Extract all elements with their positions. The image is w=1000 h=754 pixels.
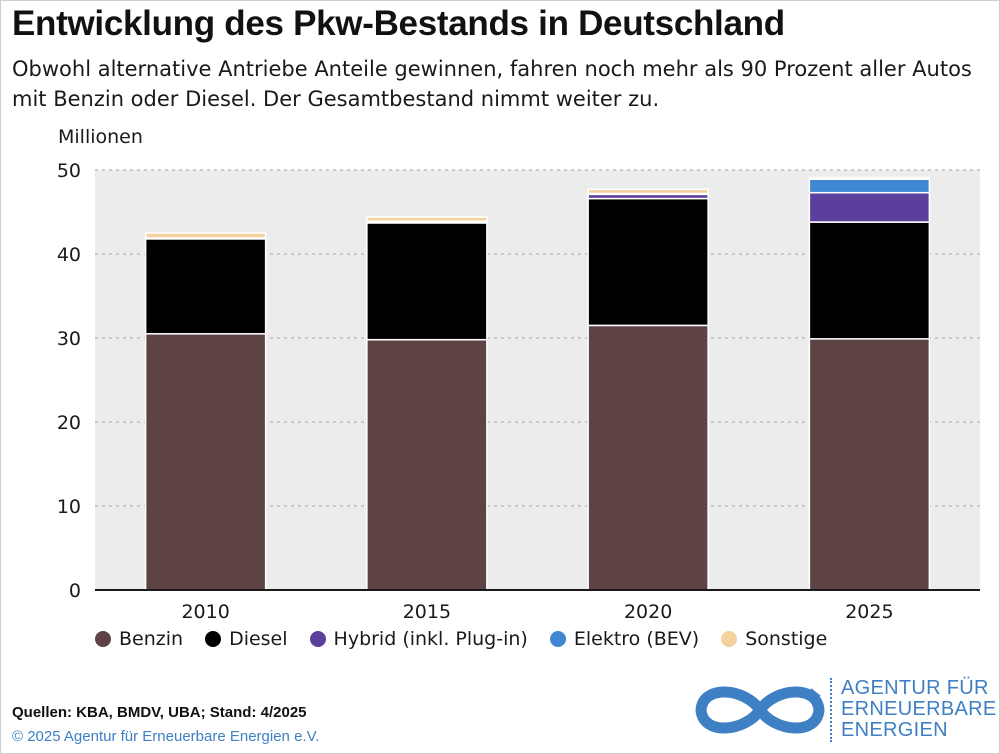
legend-swatch-icon [205, 631, 222, 647]
legend-label: Diesel [229, 628, 288, 650]
bar-segment-diesel-2010 [144, 238, 267, 335]
bar-segment-elektro-2025 [808, 178, 931, 194]
legend-swatch-icon [549, 631, 566, 647]
copyright-note: © 2025 Agentur für Erneuerbare Energien … [12, 728, 320, 745]
chart-subtitle: Obwohl alternative Antriebe Anteile gewi… [12, 57, 972, 111]
legend-item: Sonstige [721, 628, 827, 650]
infinity-logo-icon [695, 686, 825, 734]
chart-legend: Benzin Diesel Hybrid (inkl. Plug-in) Elektr… [95, 628, 849, 650]
x-tick-label: 2010 [181, 601, 229, 623]
legend-item: Diesel [205, 628, 288, 650]
bar-segment-sonstige-2020 [587, 188, 709, 195]
legend-item: Hybrid (inkl. Plug-in) [309, 628, 528, 650]
chart-title: Entwicklung des Pkw-Bestands in Deutschl… [12, 4, 785, 43]
legend-swatch-icon [309, 631, 326, 647]
bar-segment-benzin-2015 [366, 338, 488, 591]
logo-line-1: AGENTUR FÜR [841, 677, 989, 699]
legend-label: Hybrid (inkl. Plug-in) [333, 628, 528, 650]
bar-segment-diesel-2015 [366, 222, 488, 341]
logo-divider [830, 678, 832, 742]
logo-line-2: ERNEUERBARE [841, 698, 997, 720]
aee-logo: AGENTUR FÜR ERNEUERBARE ENERGIEN [693, 674, 996, 746]
bar-segment-benzin-2020 [587, 324, 709, 591]
x-tick-label: 2025 [845, 601, 893, 623]
bar-segment-benzin-2025 [808, 338, 931, 591]
logo-line-3: ENERGIEN [841, 719, 948, 741]
bar-segment-sonstige-2025 [808, 176, 931, 180]
legend-item: Elektro (BEV) [549, 628, 700, 650]
bar-segment-sonstige-2010 [144, 232, 267, 239]
legend-swatch-icon [721, 631, 738, 647]
y-tick-label: 10 [57, 496, 81, 518]
y-tick-label: 50 [57, 160, 81, 182]
bar-segment-benzin-2010 [144, 333, 267, 591]
legend-item: Benzin [95, 628, 183, 650]
sources-note: Quellen: KBA, BMDV, UBA; Stand: 4/2025 [12, 704, 307, 721]
y-tick-label: 40 [57, 244, 81, 266]
y-axis-unit-label: Millionen [58, 126, 143, 148]
legend-swatch-icon [95, 631, 111, 647]
bar-segment-diesel-2025 [808, 221, 931, 340]
logo-wordmark: AGENTUR FÜR ERNEUERBARE ENERGIEN [841, 678, 997, 741]
y-tick-label: 20 [57, 412, 81, 434]
y-tick-label: 30 [57, 328, 81, 350]
x-tick-label: 2015 [403, 601, 451, 623]
legend-label: Benzin [119, 628, 184, 650]
bar-segment-diesel-2020 [587, 197, 709, 327]
x-tick-label: 2020 [624, 601, 672, 623]
y-tick-label: 0 [69, 580, 81, 602]
legend-label: Sonstige [745, 628, 828, 650]
bar-segment-hybrid-2025 [808, 191, 931, 223]
bar-segment-sonstige-2015 [366, 216, 488, 222]
legend-label: Elektro (BEV) [573, 628, 700, 650]
